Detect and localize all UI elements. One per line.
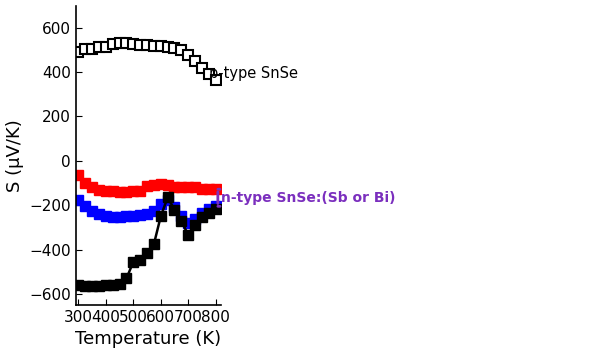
Text: n-type SnSe:(Sb or Bi): n-type SnSe:(Sb or Bi) xyxy=(221,191,396,205)
X-axis label: Temperature (K): Temperature (K) xyxy=(76,330,221,348)
Text: p-type SnSe: p-type SnSe xyxy=(209,66,298,81)
Y-axis label: S (μV/K): S (μV/K) xyxy=(5,119,24,192)
